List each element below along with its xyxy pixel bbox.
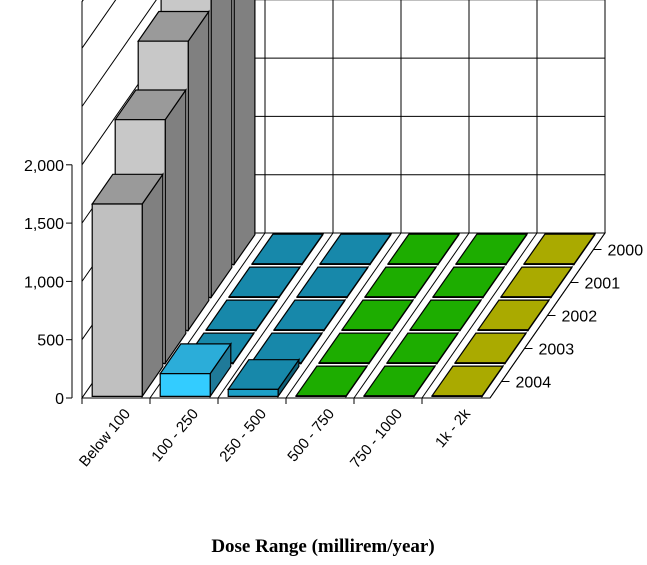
bar-front [454, 362, 506, 364]
bar-2000-2 [318, 232, 393, 267]
bar-front [455, 263, 507, 265]
bar-front [228, 296, 280, 298]
bar-2004-2 [227, 357, 301, 399]
x-tick-label: Below 100 [76, 406, 134, 471]
y-tick-label: 500 [37, 333, 64, 350]
bar-2004-4 [362, 364, 437, 399]
bar-front [523, 263, 575, 265]
floor-gridline [217, 232, 334, 399]
bar-front [296, 296, 348, 298]
bar-2004-3 [294, 364, 369, 399]
bar-front [432, 296, 484, 298]
bar-front [387, 263, 439, 265]
bar-2001-2 [295, 265, 370, 300]
bar-front [273, 329, 325, 331]
y-tick-label: 0 [55, 391, 64, 408]
series-label-2001: 2001 [585, 276, 621, 293]
bar-front [319, 263, 371, 265]
bar-front [363, 395, 415, 397]
bar-2000-1 [250, 232, 325, 267]
x-tick-label: 100 - 250 [148, 406, 202, 465]
bar-front [477, 329, 529, 331]
bar-2003-5 [453, 331, 528, 366]
bar-side [233, 0, 256, 267]
x-tick-label: 1k - 2k [432, 405, 474, 451]
wall-gridline [81, 0, 157, 107]
bar-2001-5 [499, 265, 574, 300]
bar-front [364, 296, 416, 298]
bar-front [409, 329, 461, 331]
bar-2002-5 [476, 298, 551, 333]
bar-front [205, 329, 257, 331]
bar-front [386, 362, 438, 364]
bar-2004-1 [159, 341, 232, 399]
series-label-2004: 2004 [516, 375, 552, 392]
bar-2001-4 [431, 265, 506, 300]
bar-2001-1 [227, 265, 302, 300]
bar-2002-1 [205, 298, 279, 333]
x-tick-label: 500 - 750 [284, 406, 338, 465]
bar-2002-3 [340, 298, 415, 333]
bar-front [318, 362, 370, 364]
x-axis: Below 100 100 - 250 250 - 500 500 - 750 750 … [76, 397, 490, 472]
bar-side [187, 9, 210, 333]
bar-2002-2 [272, 298, 347, 333]
bar-front [500, 296, 552, 298]
y-tick-label: 1,000 [24, 274, 64, 291]
y-axis: 0 500 1,000 1,500 2,000 [24, 158, 73, 408]
bar-front [295, 395, 347, 397]
bar-2001-3 [363, 265, 438, 300]
y-tick-label: 2,000 [24, 158, 64, 175]
bar-2000-5 [522, 232, 597, 267]
floor-gridline [285, 232, 402, 399]
series-label-2000: 2000 [608, 243, 644, 260]
bar-2000-3 [386, 232, 461, 267]
bar-front [91, 203, 143, 397]
bar-front [159, 373, 211, 397]
bar-side [210, 0, 233, 300]
floor-gridline [421, 232, 538, 399]
wall-gridline [81, 0, 605, 166]
bar-side [164, 88, 187, 366]
bar-front [251, 263, 303, 265]
bar-front [431, 395, 483, 397]
bar-2000-4 [454, 232, 529, 267]
x-tick-label: 250 - 500 [216, 406, 270, 465]
bar-2003-3 [317, 331, 392, 366]
depth-axis: 2000 2001 2002 2003 2004 [489, 232, 644, 399]
bar-side [141, 172, 164, 399]
bar-2004-0 [91, 172, 164, 399]
x-tick-label: 750 - 1000 [347, 406, 406, 472]
series-label-2003: 2003 [539, 342, 575, 359]
series-label-2002: 2002 [562, 309, 598, 326]
bar-front [341, 329, 393, 331]
floor-gridline [353, 232, 470, 399]
x-axis-title: Dose Range (millirem/year) [211, 536, 434, 557]
y-tick-label: 1,500 [24, 216, 64, 233]
bar-2002-4 [408, 298, 483, 333]
chart-bars [91, 0, 597, 399]
bar-2003-4 [385, 331, 460, 366]
bar-2004-5 [430, 364, 505, 399]
bar-front [227, 388, 279, 397]
